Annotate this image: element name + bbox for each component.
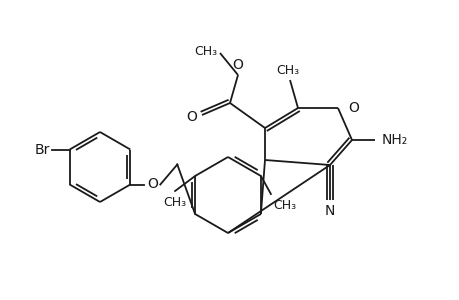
Text: CH₃: CH₃ — [193, 44, 217, 58]
Text: O: O — [347, 101, 358, 115]
Text: O: O — [146, 178, 157, 191]
Text: Br: Br — [34, 142, 50, 157]
Text: CH₃: CH₃ — [276, 64, 299, 77]
Text: O: O — [186, 110, 196, 124]
Text: NH₂: NH₂ — [381, 133, 408, 147]
Text: CH₃: CH₃ — [163, 196, 186, 209]
Text: O: O — [232, 58, 243, 72]
Text: N: N — [324, 204, 335, 218]
Text: CH₃: CH₃ — [272, 199, 296, 212]
